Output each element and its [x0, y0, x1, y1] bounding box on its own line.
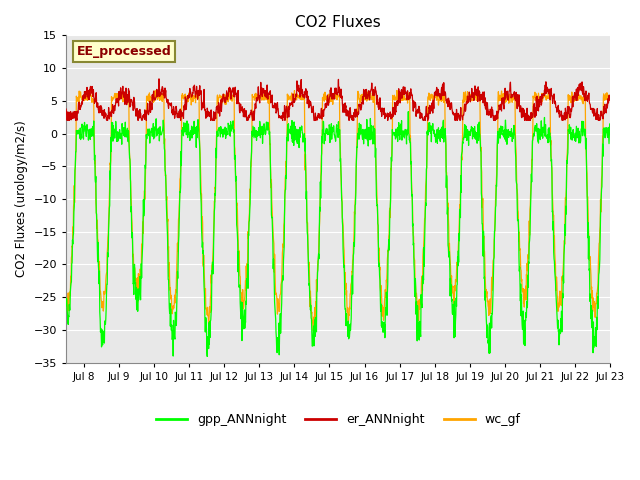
er_ANNnight — [607, 92, 614, 98]
wc_gf — [607, 93, 614, 99]
Line: wc_gf: wc_gf — [66, 87, 611, 331]
wc_gf — [86, 84, 94, 90]
er_ANNnight — [324, 102, 332, 108]
gpp_ANNnight — [204, 354, 211, 360]
gpp_ANNnight — [147, 128, 155, 133]
wc_gf — [547, 138, 555, 144]
er_ANNnight — [467, 93, 475, 98]
er_ANNnight — [148, 100, 156, 106]
er_ANNnight — [63, 118, 71, 123]
Line: gpp_ANNnight: gpp_ANNnight — [66, 112, 611, 357]
wc_gf — [324, 93, 332, 98]
wc_gf — [467, 94, 475, 99]
gpp_ANNnight — [404, 109, 412, 115]
er_ANNnight — [600, 111, 608, 117]
er_ANNnight — [155, 76, 163, 82]
wc_gf — [309, 328, 317, 334]
gpp_ANNnight — [467, 128, 475, 134]
wc_gf — [148, 95, 156, 101]
Title: CO2 Fluxes: CO2 Fluxes — [296, 15, 381, 30]
er_ANNnight — [62, 106, 70, 112]
gpp_ANNnight — [314, 267, 322, 273]
Y-axis label: CO2 Fluxes (urology/m2/s): CO2 Fluxes (urology/m2/s) — [15, 120, 28, 277]
wc_gf — [314, 257, 322, 263]
gpp_ANNnight — [547, 153, 555, 159]
wc_gf — [600, 97, 608, 103]
gpp_ANNnight — [62, 303, 70, 309]
gpp_ANNnight — [607, 131, 614, 136]
er_ANNnight — [314, 110, 322, 116]
gpp_ANNnight — [324, 130, 332, 135]
Line: er_ANNnight: er_ANNnight — [66, 79, 611, 120]
gpp_ANNnight — [600, 125, 608, 131]
Text: EE_processed: EE_processed — [77, 45, 172, 58]
er_ANNnight — [547, 92, 555, 98]
wc_gf — [62, 291, 70, 297]
Legend: gpp_ANNnight, er_ANNnight, wc_gf: gpp_ANNnight, er_ANNnight, wc_gf — [150, 408, 526, 431]
